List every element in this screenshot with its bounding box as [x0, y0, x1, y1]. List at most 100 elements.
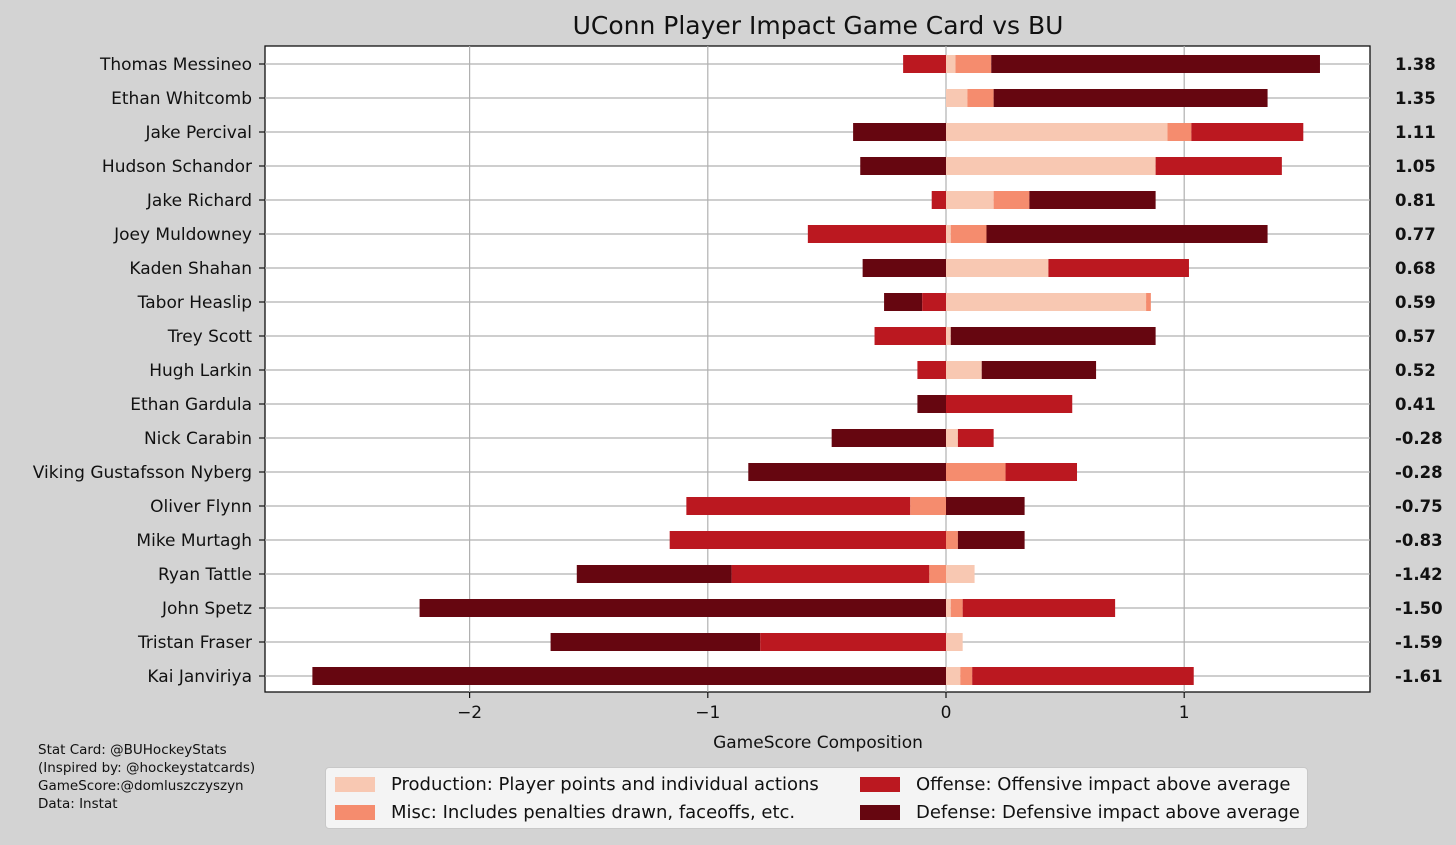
bar-segment-production [946, 361, 982, 379]
player-name-label: Mike Murtagh [136, 531, 252, 551]
bar-segment-offense [807, 225, 946, 243]
player-name-label: Ryan Tattle [158, 565, 252, 585]
bar-segment-defense [981, 361, 1097, 379]
legend-label-misc: Misc: Includes penalties drawn, faceoffs… [391, 802, 796, 823]
bar-segment-defense [550, 633, 761, 651]
player-name-label: John Spetz [161, 599, 252, 619]
player-name-label: Kaden Shahan [129, 259, 252, 279]
bar-segment-misc [950, 599, 963, 617]
bar-segment-defense [993, 89, 1268, 107]
bar-segment-defense [917, 395, 946, 413]
bar-segment-misc [910, 497, 946, 515]
bar-segment-defense [986, 225, 1268, 243]
player-name-label: Ethan Whitcomb [111, 89, 252, 109]
bar-segment-offense [962, 599, 1116, 617]
legend-label-defense: Defense: Defensive impact above average [916, 802, 1300, 823]
bar-segment-misc [946, 463, 1006, 481]
credit-stat-card: Stat Card: @BUHockeyStats [38, 742, 227, 758]
legend-swatch-production [335, 777, 375, 792]
credit-gamescore: GameScore:@domluszczyszyn [38, 778, 244, 794]
bar-segment-defense [860, 157, 946, 175]
x-tick-label: −1 [695, 703, 720, 723]
bar-segment-defense [950, 327, 1156, 345]
total-score-label: -1.61 [1395, 667, 1443, 686]
bar-segment-production [946, 259, 1049, 277]
legend-item-defense: Defense: Defensive impact above average [860, 802, 1300, 823]
legend-swatch-offense [860, 777, 900, 792]
bar-segment-production [946, 327, 951, 345]
bar-segment-production [946, 225, 951, 243]
bars [312, 55, 1320, 685]
bar-segment-defense [957, 531, 1025, 549]
bar-segment-production [946, 293, 1147, 311]
credits-block: Stat Card: @BUHockeyStats (Inspired by: … [38, 741, 255, 813]
bar-segment-misc [929, 565, 946, 583]
total-score-label: 0.41 [1395, 395, 1436, 414]
player-name-label: Nick Carabin [144, 429, 252, 449]
player-name-label: Thomas Messineo [99, 55, 252, 75]
bar-segment-defense [312, 667, 946, 685]
player-name-label: Viking Gustafsson Nyberg [33, 463, 252, 483]
bar-segment-misc [967, 89, 994, 107]
bar-segment-offense [1191, 123, 1304, 141]
credit-data-source: Data: Instat [38, 796, 118, 812]
total-score-label: -0.28 [1395, 429, 1443, 448]
bar-segment-misc [946, 531, 958, 549]
total-score-label: 1.35 [1395, 89, 1436, 108]
total-score-label: -0.75 [1395, 497, 1443, 516]
bar-segment-production [946, 599, 951, 617]
bar-segment-offense [874, 327, 946, 345]
bar-segment-offense [1155, 157, 1282, 175]
bar-segment-defense [576, 565, 732, 583]
legend: Production: Player points and individual… [325, 767, 1308, 829]
player-name-label: Tristan Fraser [137, 633, 252, 653]
total-score-label: 0.59 [1395, 293, 1436, 312]
credit-inspired-by: (Inspired by: @hockeystatcards) [38, 760, 256, 776]
bar-segment-production [946, 191, 994, 209]
chart-title: UConn Player Impact Game Card vs BU [573, 11, 1064, 40]
player-name-label: Tabor Heaslip [137, 293, 252, 313]
x-axis-ticks: −2 −1 0 1 [457, 692, 1190, 723]
bar-segment-offense [1048, 259, 1189, 277]
bar-segment-defense [884, 293, 923, 311]
total-score-label: -0.83 [1395, 531, 1443, 550]
bar-segment-production [946, 123, 1168, 141]
bar-segment-offense [972, 667, 1194, 685]
bar-segment-offense [1005, 463, 1078, 481]
player-name-label: Oliver Flynn [150, 497, 252, 517]
total-score-label: -1.59 [1395, 633, 1443, 652]
player-name-label: Hugh Larkin [149, 361, 252, 381]
player-name-labels: Thomas Messineo Ethan Whitcomb Jake Perciv… [33, 55, 265, 687]
x-tick-label: 0 [941, 703, 952, 723]
bar-segment-defense [419, 599, 946, 617]
player-name-label: Joey Muldowney [113, 225, 252, 245]
player-name-label: Jake Richard [146, 191, 252, 211]
bar-segment-misc [1146, 293, 1151, 311]
legend-swatch-misc [335, 805, 375, 820]
bar-segment-offense [957, 429, 994, 447]
legend-label-offense: Offense: Offensive impact above average [916, 774, 1291, 795]
x-axis-label: GameScore Composition [713, 733, 923, 753]
bar-segment-misc [955, 55, 992, 73]
player-name-label: Kai Janviriya [147, 667, 252, 687]
bar-segment-offense [903, 55, 946, 73]
bar-segment-offense [669, 531, 946, 549]
total-score-label: 0.77 [1395, 225, 1436, 244]
bar-segment-defense [946, 497, 1025, 515]
bar-segment-production [946, 429, 958, 447]
legend-swatch-defense [860, 805, 900, 820]
total-score-label: 0.81 [1395, 191, 1436, 210]
total-score-label: 0.57 [1395, 327, 1436, 346]
bar-segment-defense [831, 429, 946, 447]
bar-segment-defense [748, 463, 946, 481]
bar-segment-production [946, 89, 968, 107]
bar-segment-production [946, 565, 975, 583]
bar-segment-defense [1029, 191, 1156, 209]
total-score-label: -1.50 [1395, 599, 1443, 618]
bar-segment-production [946, 157, 1156, 175]
legend-item-production: Production: Player points and individual… [335, 774, 819, 795]
bar-segment-offense [760, 633, 946, 651]
bar-segment-defense [853, 123, 946, 141]
legend-label-production: Production: Player points and individual… [391, 774, 819, 795]
